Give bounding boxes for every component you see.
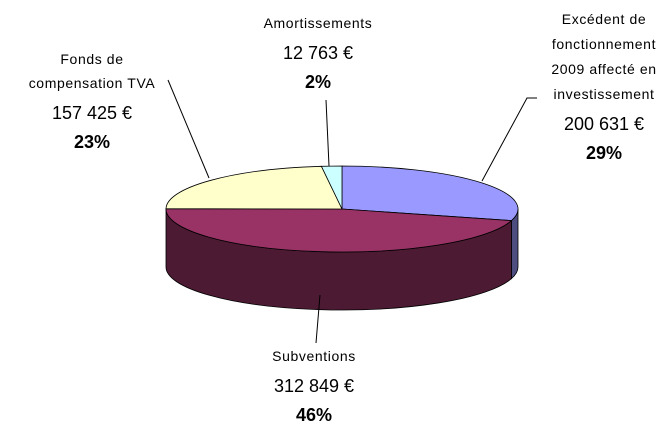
leader-line [325,99,330,167]
category-label: Subventions [272,348,356,364]
pie-slice [320,165,343,210]
percent-label: 2% [305,72,331,92]
leader-line [481,97,537,182]
leader-line [315,294,321,344]
pie-slice [341,165,519,222]
value-label: 312 849 € [274,376,354,396]
percent-label: 29% [586,143,622,163]
pie-slice [165,208,513,253]
percent-label: 46% [296,405,332,425]
value-label: 157 425 € [52,103,132,123]
pie-slice [165,165,343,210]
category-label: Fonds de compensation TVA [29,51,156,91]
percent-label: 23% [74,132,110,152]
leader-line [167,79,210,179]
category-label: Amortissements [264,15,373,31]
value-label: 12 763 € [283,43,353,63]
value-label: 200 631 € [564,114,644,134]
category-label: Excédent de fonctionnement 2009 affecté en… [551,11,656,102]
